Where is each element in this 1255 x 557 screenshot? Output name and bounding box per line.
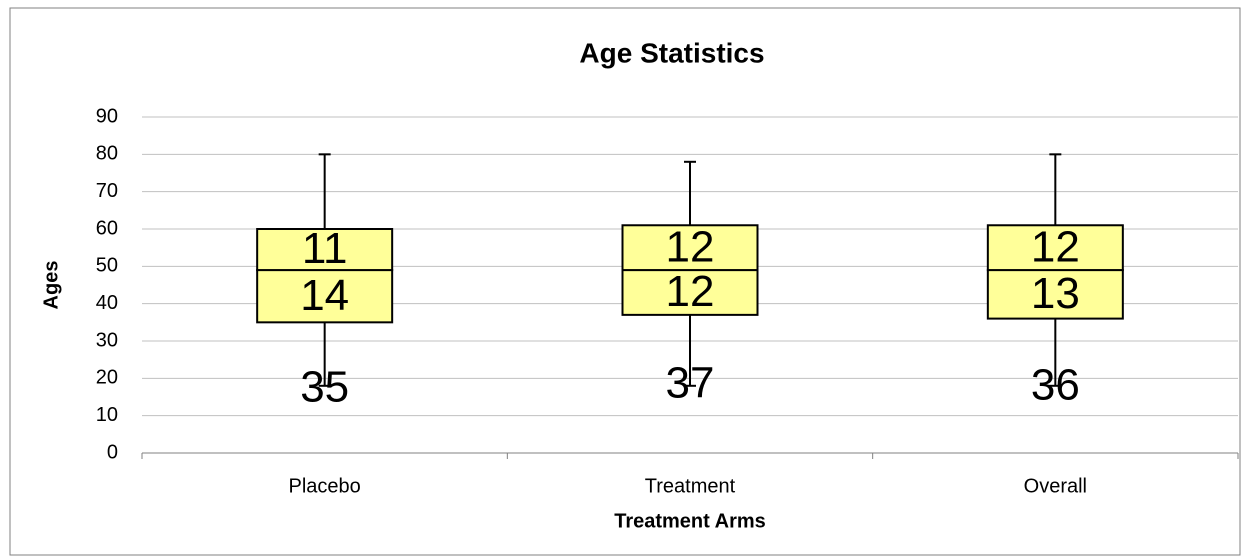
y-axis-title: Ages [40, 261, 62, 310]
x-tick-label: Treatment [645, 475, 736, 497]
data-label: 12 [1031, 222, 1080, 271]
y-tick-label: 80 [96, 143, 118, 165]
box-segment [621, 224, 759, 272]
data-label: 11 [302, 224, 348, 273]
y-tick-label: 20 [96, 367, 118, 389]
x-tick-label: Placebo [289, 475, 361, 497]
y-tick-label: 30 [96, 329, 118, 351]
chart-title: Age Statistics [579, 37, 764, 68]
y-tick-label: 10 [96, 404, 118, 426]
y-tick-label: 90 [96, 105, 118, 127]
data-label: 35 [300, 362, 349, 411]
box-segment [986, 269, 1124, 320]
data-label: 12 [666, 267, 715, 316]
y-tick-label: 70 [96, 180, 118, 202]
y-tick-label: 60 [96, 217, 118, 239]
y-tick-label: 0 [107, 441, 118, 463]
data-label: 12 [666, 222, 715, 271]
box-segment [986, 224, 1124, 272]
y-tick-label: 50 [96, 255, 118, 277]
x-tick-label: Overall [1024, 475, 1087, 497]
y-tick-label: 40 [96, 292, 118, 314]
box-segment [256, 228, 394, 272]
x-axis-title: Treatment Arms [614, 510, 766, 532]
data-label: 14 [300, 271, 349, 320]
data-label: 36 [1031, 360, 1080, 409]
data-label: 13 [1031, 269, 1080, 318]
data-label: 37 [666, 359, 715, 408]
